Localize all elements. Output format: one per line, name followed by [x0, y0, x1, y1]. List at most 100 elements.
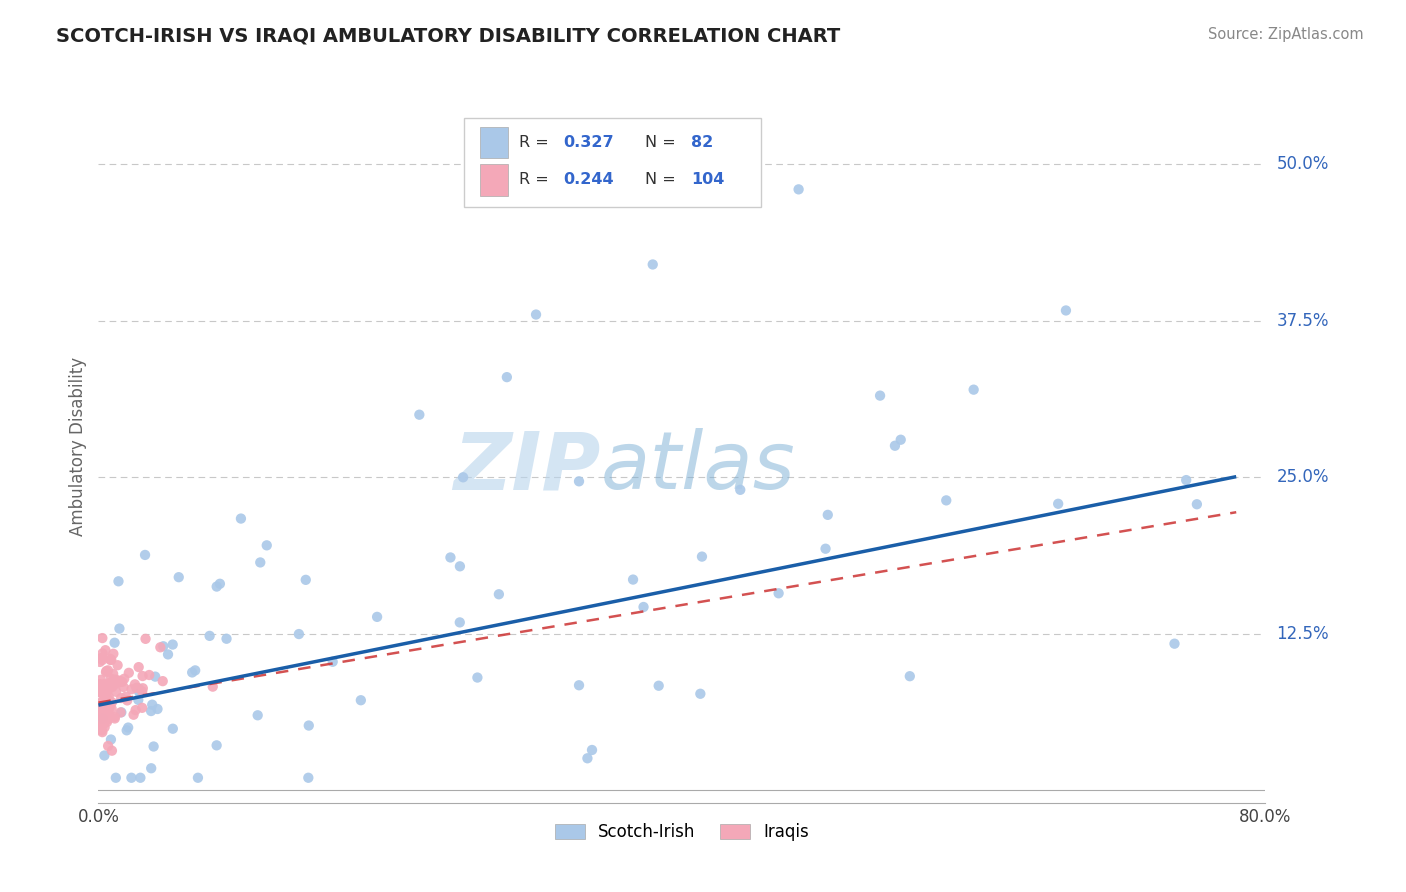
Point	[449, 559, 471, 574]
Point	[215, 632, 238, 646]
Point	[112, 672, 135, 686]
Point	[467, 671, 489, 685]
Point	[884, 439, 907, 453]
Point	[91, 707, 114, 722]
Point	[89, 698, 111, 713]
Point	[132, 681, 155, 696]
Point	[730, 483, 752, 497]
Point	[115, 723, 138, 738]
Point	[103, 647, 125, 661]
Point	[249, 556, 271, 570]
Point	[97, 700, 120, 714]
Point	[91, 712, 114, 726]
Point	[690, 549, 713, 564]
Point	[322, 655, 344, 669]
Point	[641, 257, 664, 271]
Point	[89, 677, 111, 691]
Point	[297, 771, 319, 785]
Point	[100, 672, 122, 686]
Point	[568, 475, 591, 489]
Point	[408, 408, 430, 422]
Point	[581, 743, 603, 757]
Point	[101, 680, 124, 694]
Point	[94, 708, 117, 723]
Point	[125, 681, 148, 695]
Point	[100, 679, 122, 693]
Point	[100, 732, 122, 747]
Point	[90, 686, 112, 700]
Point	[93, 748, 115, 763]
Point	[110, 691, 132, 706]
Point	[135, 632, 157, 646]
Point	[97, 690, 120, 704]
Text: 25.0%: 25.0%	[1277, 468, 1329, 486]
Point	[298, 718, 321, 732]
Point	[96, 687, 118, 701]
Point	[101, 695, 124, 709]
Point	[817, 508, 839, 522]
Point	[93, 686, 115, 700]
Point	[96, 709, 118, 723]
Point	[621, 573, 644, 587]
Point	[117, 721, 139, 735]
Text: SCOTCH-IRISH VS IRAQI AMBULATORY DISABILITY CORRELATION CHART: SCOTCH-IRISH VS IRAQI AMBULATORY DISABIL…	[56, 27, 841, 45]
Point	[90, 673, 112, 687]
Point	[187, 771, 209, 785]
Point	[96, 713, 118, 727]
Point	[256, 538, 278, 552]
Point	[89, 704, 111, 718]
Point	[104, 673, 127, 687]
Point	[1175, 473, 1198, 487]
Point	[94, 712, 117, 726]
Point	[96, 714, 118, 729]
Point	[366, 610, 388, 624]
Point	[139, 704, 162, 718]
Point	[107, 675, 129, 690]
Point	[128, 660, 150, 674]
Point	[105, 674, 128, 689]
Point	[141, 761, 163, 775]
Point	[98, 707, 121, 722]
Point	[122, 707, 145, 722]
Point	[120, 771, 142, 785]
Text: R =: R =	[519, 172, 554, 187]
Point	[689, 687, 711, 701]
Point	[97, 682, 120, 697]
Point	[96, 690, 118, 705]
FancyBboxPatch shape	[479, 164, 508, 195]
Point	[89, 655, 111, 669]
Point	[91, 683, 114, 698]
Point	[107, 574, 129, 589]
Point	[89, 704, 111, 718]
Point	[141, 698, 163, 712]
Point	[97, 739, 120, 753]
Point	[90, 695, 112, 709]
Point	[98, 700, 121, 714]
Point	[496, 370, 519, 384]
Point	[131, 669, 153, 683]
Text: 82: 82	[692, 136, 713, 150]
Point	[576, 751, 599, 765]
Point	[898, 669, 921, 683]
Point	[288, 627, 311, 641]
Point	[89, 685, 111, 699]
Point	[94, 677, 117, 691]
Point	[1047, 497, 1070, 511]
Point	[1185, 497, 1208, 511]
Point	[524, 308, 547, 322]
Point	[111, 674, 134, 689]
Point	[162, 722, 184, 736]
Point	[94, 643, 117, 657]
Point	[97, 663, 120, 677]
Point	[184, 664, 207, 678]
Point	[100, 653, 122, 667]
Point	[91, 651, 114, 665]
Point	[131, 701, 153, 715]
Point	[100, 675, 122, 690]
Point	[568, 678, 591, 692]
Point	[149, 640, 172, 655]
Point	[118, 665, 141, 680]
Point	[101, 744, 124, 758]
Point	[935, 493, 957, 508]
Point	[89, 697, 111, 711]
